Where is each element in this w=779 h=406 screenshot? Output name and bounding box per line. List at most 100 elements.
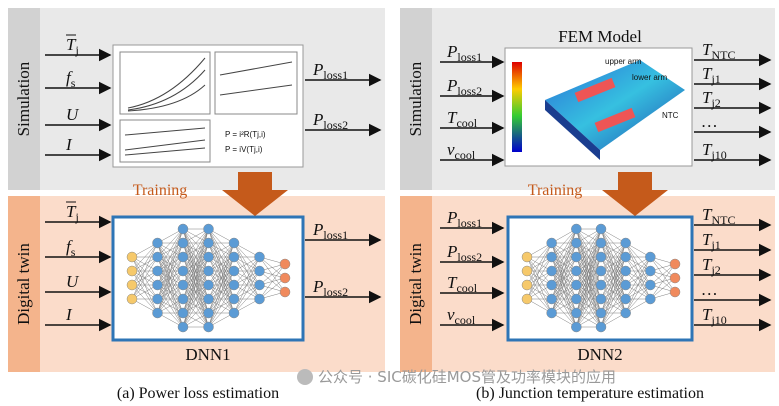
connection — [600, 242, 626, 300]
neuron — [546, 265, 557, 277]
label-base: P — [446, 42, 457, 61]
neuron — [521, 293, 533, 305]
label-base: P — [446, 208, 457, 227]
connection — [576, 228, 602, 272]
svg-text:P = iV(Tj,i): P = iV(Tj,i) — [225, 145, 263, 154]
neuron — [571, 279, 582, 291]
label-sub: j1 — [710, 72, 720, 86]
neuron — [228, 265, 240, 277]
variable-label: Tj2 — [702, 255, 721, 277]
connection — [208, 284, 235, 328]
connection — [551, 228, 577, 258]
neuron — [571, 307, 582, 319]
variable-label: U — [66, 272, 80, 291]
connection — [182, 228, 209, 258]
neuron — [595, 251, 607, 263]
neuron — [228, 279, 240, 291]
label-base: T — [447, 273, 458, 292]
neuron — [203, 307, 214, 319]
label-base: P — [312, 110, 323, 129]
connection — [600, 242, 626, 272]
neuron — [620, 237, 631, 249]
neuron — [620, 307, 631, 319]
label-base: v — [447, 140, 455, 159]
fem-note: NTC — [662, 111, 679, 120]
label-base: T — [702, 255, 713, 274]
neuron — [595, 223, 607, 235]
connection — [259, 263, 286, 286]
svg-text:P = i²R(Tj,i): P = i²R(Tj,i) — [225, 130, 266, 139]
neuron — [203, 223, 214, 235]
neuron — [177, 223, 189, 235]
connection — [157, 270, 184, 314]
label-sub: loss2 — [323, 118, 348, 132]
training-label: Training — [133, 182, 188, 199]
connection — [576, 298, 602, 328]
neuron — [645, 293, 656, 305]
variable-label: I — [65, 305, 73, 324]
label-base: T — [702, 40, 713, 59]
training-label: Training — [528, 182, 583, 199]
label-base: P — [312, 220, 323, 239]
connection — [208, 298, 235, 328]
connection — [233, 270, 260, 314]
neuron — [177, 265, 189, 277]
connection — [208, 242, 235, 300]
neuron — [595, 293, 607, 305]
label-base: T — [702, 205, 713, 224]
neuron — [254, 279, 265, 291]
connection — [131, 242, 158, 272]
neuron — [177, 251, 189, 263]
neuron — [669, 272, 681, 284]
variable-label: Tj — [66, 35, 79, 57]
neuron — [279, 286, 291, 298]
variable-label: fs — [66, 237, 76, 259]
variable-label: TNTC — [702, 40, 735, 62]
connection — [157, 228, 184, 272]
neuron — [254, 251, 265, 263]
label-base: T — [702, 88, 713, 107]
neuron — [595, 237, 607, 249]
neuron — [177, 237, 189, 249]
neuron — [203, 279, 214, 291]
label-sub: j2 — [710, 263, 720, 277]
neuron — [228, 293, 240, 305]
label-sub: loss1 — [457, 50, 482, 64]
neuron — [546, 293, 557, 305]
connection — [551, 228, 577, 272]
neuron — [152, 307, 163, 319]
neuron — [152, 279, 163, 291]
neuron — [254, 293, 265, 305]
label-sub: cool — [455, 148, 476, 162]
label-sub: j — [74, 43, 78, 57]
connection — [157, 284, 184, 314]
connection — [551, 228, 577, 286]
neuron — [177, 279, 189, 291]
fem-title: FEM Model — [558, 27, 642, 46]
neuron — [645, 279, 656, 291]
label-base: U — [66, 272, 80, 291]
caption: (b) Junction temperature estimation — [476, 385, 704, 402]
label-sub: loss2 — [457, 250, 482, 264]
variable-label: vcool — [447, 305, 476, 327]
label-base: P — [312, 60, 323, 79]
label-sub: loss1 — [457, 216, 482, 230]
variable-label: vcool — [447, 140, 476, 162]
neuron — [595, 307, 607, 319]
label-base: P — [446, 76, 457, 95]
neuron — [645, 265, 656, 277]
neuron — [228, 237, 240, 249]
connection — [650, 277, 676, 300]
neuron — [669, 258, 681, 270]
neuron — [126, 279, 138, 291]
neuron — [571, 237, 582, 249]
connection — [551, 270, 577, 314]
neuron — [177, 307, 189, 319]
variable-label: Ploss1 — [446, 42, 482, 64]
label-base: v — [447, 305, 455, 324]
connection — [233, 256, 260, 314]
label-sub: NTC — [711, 213, 735, 227]
variable-label: I — [65, 135, 73, 154]
variable-label: TNTC — [702, 205, 735, 227]
